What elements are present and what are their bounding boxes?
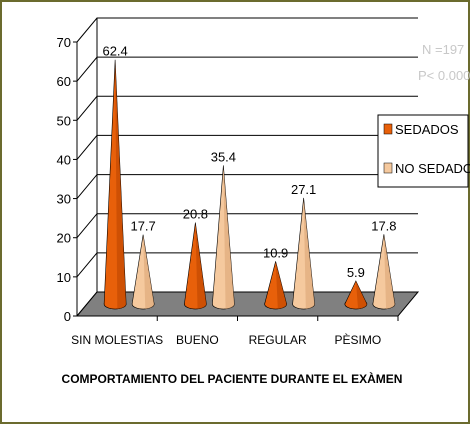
gridline: [76, 56, 418, 82]
gridline: [76, 252, 418, 278]
data-labels: 62.4 17.7 20.8 35.4 10.9 27.1 5.9 17.8: [102, 44, 396, 280]
cone-sedados-regular: [264, 261, 287, 310]
x-axis-title: COMPORTAMIENTO DEL PACIENTE DURANTE EL E…: [62, 371, 403, 386]
cone-shadow: [383, 234, 395, 309]
gridline: [76, 95, 418, 121]
cone-no-sedados-bueno: [212, 165, 235, 310]
cone-series: [103, 59, 396, 310]
cone-shadow: [223, 165, 235, 309]
y-tick-label: 50: [57, 113, 71, 128]
y-tick-label: 10: [57, 270, 71, 285]
category-label-bueno: BUENO: [176, 333, 219, 347]
data-label-no-sedados-p-simo: 17.8: [371, 218, 396, 233]
legend-swatch-sedados: [383, 123, 393, 135]
legend-swatch-no-sedados: [383, 162, 393, 174]
cone-no-sedados-p-simo: [372, 234, 396, 310]
legend: SEDADOS NO SEDADOS: [377, 114, 470, 188]
cone-shadow: [355, 280, 367, 309]
gridline: [76, 213, 418, 239]
data-label-sedados-sin-molestias: 62.4: [102, 44, 127, 59]
y-tick-label: 60: [57, 74, 71, 89]
legend-box: [377, 114, 469, 188]
cone-sedados-sin-molestias: [103, 59, 127, 310]
cone-shadow: [115, 59, 127, 310]
gridlines: [76, 17, 418, 317]
data-label-no-sedados-bueno: 35.4: [211, 149, 236, 164]
data-label-sedados-p-simo: 5.9: [347, 265, 365, 280]
y-tick-label: 20: [57, 231, 71, 246]
category-label-regular: REGULAR: [249, 333, 307, 347]
data-label-sedados-regular: 10.9: [263, 245, 288, 260]
y-tick-label: 40: [57, 152, 71, 167]
cone-shadow: [303, 197, 315, 309]
x-axis: SIN MOLESTIAS BUENO REGULAR PÈSIMO: [71, 315, 399, 347]
gridline: [76, 17, 418, 43]
data-label-no-sedados-sin-molestias: 17.7: [130, 219, 155, 234]
data-label-sedados-bueno: 20.8: [183, 207, 208, 222]
category-label-p-simo: PÈSIMO: [335, 332, 382, 347]
data-label-no-sedados-regular: 27.1: [291, 182, 316, 197]
y-axis: 0 10 20 30 40 50 60 70: [57, 35, 78, 324]
gridline: [76, 134, 418, 160]
gridline: [76, 174, 418, 199]
cone-sedados-p-simo: [344, 280, 368, 310]
cone-no-sedados-sin-molestias: [131, 234, 155, 310]
y-tick-label: 70: [57, 35, 71, 50]
y-tick-label: 0: [64, 309, 71, 324]
legend-label-sedados: SEDADOS: [395, 122, 459, 137]
legend-label-no-sedados: NO SEDADOS: [395, 161, 470, 176]
cone-sedados-bueno: [184, 222, 207, 310]
cone-shadow: [275, 261, 287, 309]
cone-no-sedados-regular: [292, 197, 315, 310]
cone-shadow: [143, 234, 155, 309]
annotation-n: N =197: [422, 42, 464, 57]
category-label-sin-molestias: SIN MOLESTIAS: [71, 333, 163, 347]
y-tick-label: 30: [57, 192, 71, 207]
cone-shadow: [195, 222, 207, 309]
annotation-p: P< 0.000: [418, 68, 470, 83]
